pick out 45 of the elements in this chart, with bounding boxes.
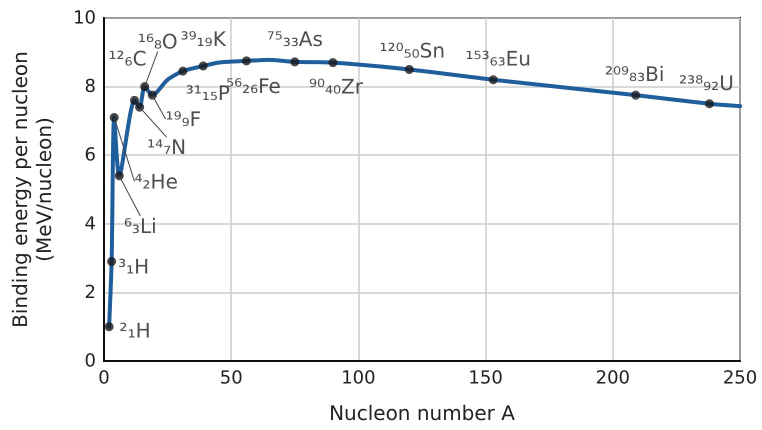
point [148, 90, 157, 100]
point [488, 75, 498, 84]
y-tick-label: 4 [84, 213, 96, 234]
annotation: ²⁰⁹₈₃Bi [605, 62, 664, 86]
point [178, 66, 188, 76]
point [242, 56, 251, 66]
annotation: ²³⁸₉₂U [679, 70, 734, 95]
x-axis-title: Nucleon number A [329, 401, 516, 425]
annotation: ⁹⁰₄₀Zr [308, 74, 364, 99]
point [130, 96, 140, 105]
y-axis-title: Binding energy per nucleon (MeV/nucleon) [8, 51, 56, 328]
point [631, 90, 640, 100]
annotation: ⁶₃Li [124, 214, 157, 238]
annotation: ¹⁵³₆₃Eu [466, 46, 531, 71]
annotation: ¹²⁰₅₀Sn [380, 38, 446, 62]
annotation: ¹⁴₇N [147, 135, 186, 160]
annotation: ³⁹₁₉K [180, 27, 227, 52]
y-tick-label: 8 [84, 76, 96, 98]
y-tick-label: 10 [73, 8, 96, 28]
point [198, 62, 208, 71]
x-tick-label: 250 [722, 368, 758, 388]
annotation: ⁴₂He [134, 169, 178, 194]
point [114, 171, 124, 180]
y-tick-label: 0 [84, 350, 96, 372]
annotation: ¹⁹₉F [166, 107, 202, 132]
x-tick-label: 150 [468, 368, 503, 388]
point [107, 257, 116, 266]
x-tick-label: 200 [596, 368, 630, 388]
annotation: ³₁H [118, 254, 150, 279]
point [290, 57, 300, 66]
annotation: ⁵⁶₂₆Fe [226, 74, 281, 98]
x-tick-label: 100 [341, 368, 376, 388]
point [135, 102, 144, 112]
point [104, 322, 114, 332]
y-tick-label: 2 [84, 282, 96, 303]
x-tick-label: 50 [220, 368, 243, 388]
point [110, 112, 119, 122]
annotation: ²₁H [120, 318, 151, 343]
point [704, 99, 714, 108]
point [404, 64, 414, 74]
x-tick-label: 0 [98, 368, 110, 388]
point [140, 82, 150, 92]
annotation: ⁷⁵₃₃As [266, 26, 323, 51]
point [328, 58, 338, 68]
y-tick-label: 6 [84, 144, 96, 166]
